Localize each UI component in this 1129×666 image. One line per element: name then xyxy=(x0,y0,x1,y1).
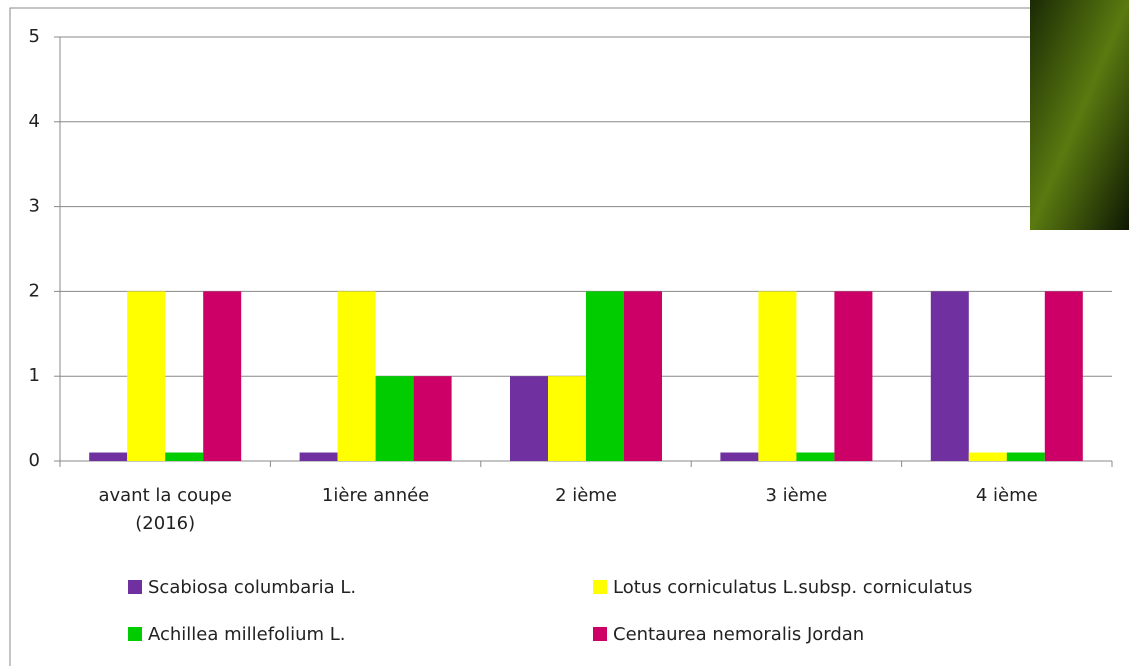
bar xyxy=(89,452,128,461)
legend-label: Achillea millefolium L. xyxy=(148,623,346,645)
x-tick-label: 2 ième xyxy=(555,485,617,506)
bar xyxy=(930,291,969,461)
x-tick-label: 3 ième xyxy=(765,485,828,506)
y-tick-label: 3 xyxy=(29,196,40,217)
bar xyxy=(720,452,759,461)
bar xyxy=(299,452,338,461)
bar xyxy=(127,291,166,461)
bar xyxy=(834,291,873,461)
bar xyxy=(413,376,452,461)
y-tick-label: 0 xyxy=(29,450,40,471)
bar xyxy=(796,452,835,461)
bar xyxy=(375,376,414,461)
legend-item: Centaurea nemoralis Jordan xyxy=(593,622,864,646)
bar xyxy=(510,376,548,461)
legend-swatch xyxy=(593,627,607,641)
legend-label: Lotus corniculatus L.subsp. corniculatus xyxy=(613,576,973,598)
bar xyxy=(624,291,662,461)
legend-swatch xyxy=(128,627,142,641)
x-tick-label: 1ière année xyxy=(321,485,430,506)
bar xyxy=(203,291,242,461)
bar xyxy=(758,291,797,461)
bar xyxy=(165,452,204,461)
y-tick-label: 4 xyxy=(29,111,40,132)
legend-label: Scabiosa columbaria L. xyxy=(148,576,357,598)
bar xyxy=(968,452,1007,461)
legend-label: Centaurea nemoralis Jordan xyxy=(613,623,865,645)
x-tick-label: avant la coupe (2016) xyxy=(98,485,232,534)
chart-frame xyxy=(9,7,1129,666)
bar xyxy=(1044,291,1083,461)
legend-item: Scabiosa columbaria L. xyxy=(128,575,356,599)
legend-swatch xyxy=(128,580,142,594)
legend-swatch xyxy=(593,580,607,594)
bar xyxy=(586,291,624,461)
y-tick-label: 1 xyxy=(29,365,40,386)
y-tick-label: 2 xyxy=(29,280,40,301)
x-tick-label: 4 ième xyxy=(975,485,1038,506)
legend-item: Lotus corniculatus L.subsp. corniculatus xyxy=(593,575,972,599)
bar xyxy=(1006,452,1045,461)
bar xyxy=(337,291,376,461)
y-tick-label: 5 xyxy=(29,26,40,47)
bar xyxy=(548,376,586,461)
photo xyxy=(1030,0,1129,230)
legend-item: Achillea millefolium L. xyxy=(128,622,346,646)
